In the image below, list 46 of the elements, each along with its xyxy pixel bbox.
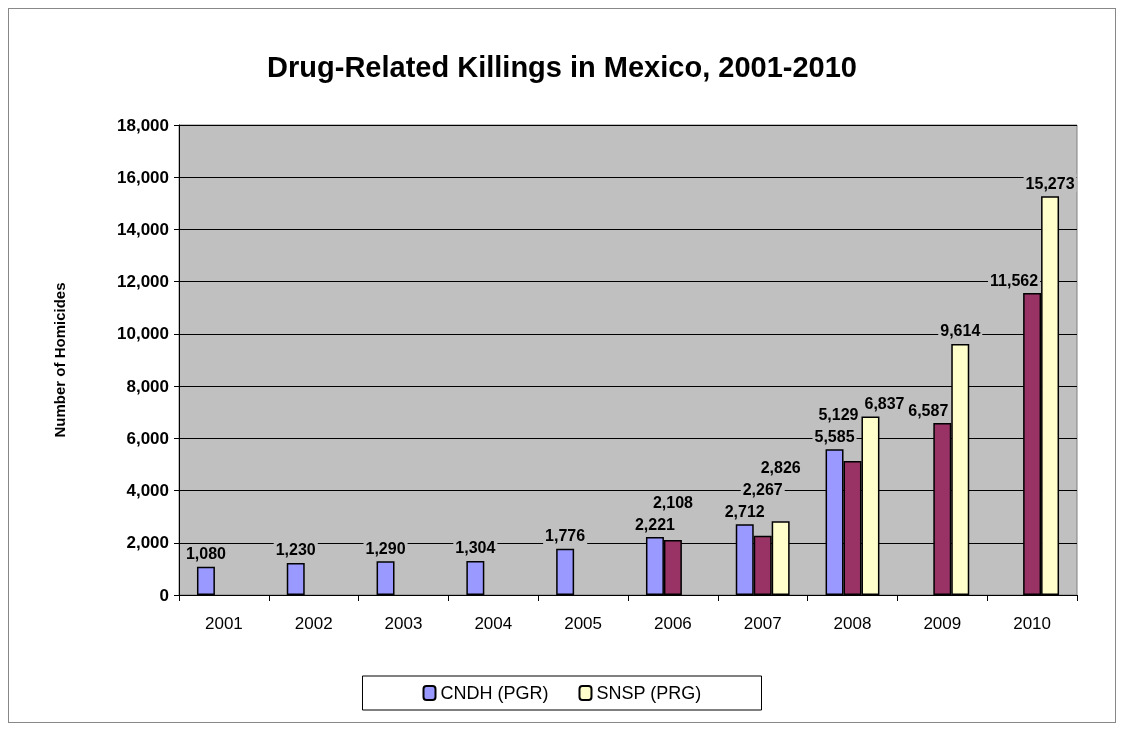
data-label: 6,837 <box>864 394 905 412</box>
data-label: 11,562 <box>990 271 1039 289</box>
x-tick-label: 2009 <box>923 614 962 633</box>
bar <box>286 562 305 595</box>
x-tick-label: 2005 <box>564 614 603 633</box>
data-label: 2,826 <box>760 458 801 476</box>
data-label: 9,614 <box>940 322 981 340</box>
data-label: 1,230 <box>275 541 316 559</box>
y-tick-label: 14,000 <box>117 219 169 239</box>
x-tick-label: 2010 <box>1013 614 1052 633</box>
legend-label: CNDH (PGR) <box>440 683 549 703</box>
y-tick-label: 12,000 <box>117 272 169 292</box>
data-label: 2,712 <box>724 502 765 520</box>
y-axis-title: Number of Homicides <box>51 282 68 438</box>
data-label: 1,304 <box>455 539 496 557</box>
y-tick-label: 16,000 <box>117 167 169 187</box>
data-label: 2,267 <box>742 480 783 498</box>
x-tick-label: 2007 <box>743 614 782 633</box>
bar <box>376 561 395 595</box>
x-tick-label: 2008 <box>833 614 872 633</box>
y-tick-label: 18,000 <box>117 115 169 135</box>
y-tick-label: 2,000 <box>126 533 169 553</box>
bar <box>466 560 485 595</box>
data-label: 1,776 <box>545 527 586 545</box>
bar <box>196 566 215 595</box>
data-label: 15,273 <box>1025 174 1075 192</box>
data-label: 6,587 <box>908 401 949 419</box>
data-label: 1,080 <box>185 545 227 563</box>
chart-title: Drug-Related Killings in Mexico, 2001-2010 <box>267 50 857 83</box>
data-label: 2,108 <box>652 493 694 511</box>
x-tick-label: 2006 <box>653 614 692 633</box>
x-tick-label: 2001 <box>204 614 243 633</box>
y-tick-label: 6,000 <box>126 428 169 448</box>
y-tick-label: 8,000 <box>126 376 169 396</box>
y-tick-label: 10,000 <box>117 324 169 344</box>
x-tick-label: 2003 <box>384 614 423 633</box>
x-tick-label: 2002 <box>294 614 333 633</box>
y-tick-label: 0 <box>159 585 169 605</box>
legend-label: SNSP (PRG) <box>596 683 702 703</box>
bar <box>556 548 575 595</box>
data-label: 1,290 <box>365 539 406 557</box>
data-label: 5,585 <box>814 427 855 445</box>
data-label: 2,221 <box>634 515 676 533</box>
data-label: 5,129 <box>818 405 859 423</box>
x-tick-label: 2004 <box>474 614 513 633</box>
y-tick-label: 4,000 <box>126 481 169 501</box>
